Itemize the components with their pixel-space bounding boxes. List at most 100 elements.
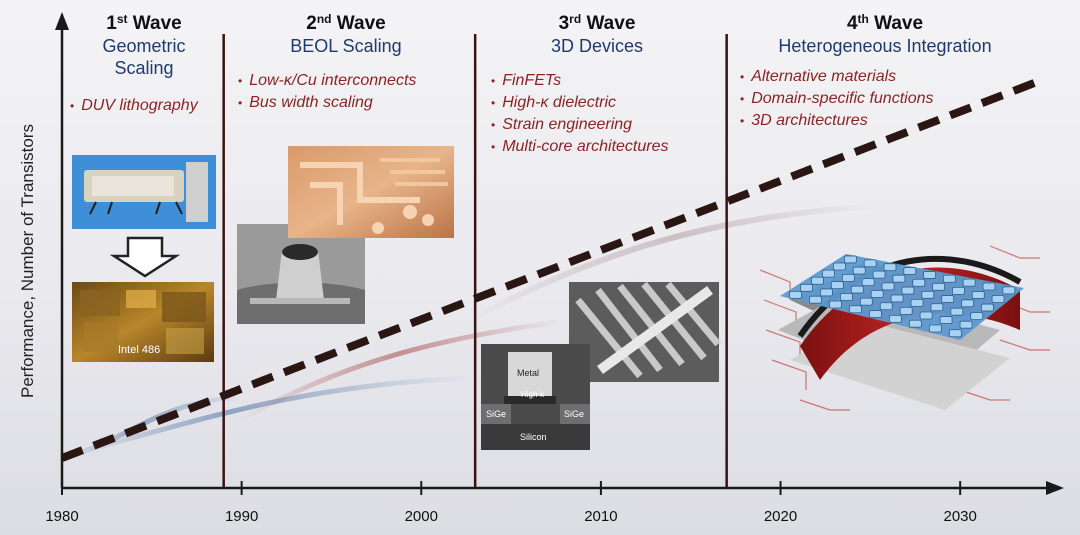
down-arrow-icon (109, 236, 181, 278)
trend-dashed-line (60, 76, 1044, 462)
chiplet-bump (822, 269, 835, 278)
wave-1-header: 1st Wave Geometric Scaling (66, 8, 222, 79)
chiplet-bump (888, 314, 902, 323)
wave-4-header: 4th Wave Heterogeneous Integration (730, 8, 1040, 57)
high-k-label: High-k (521, 390, 545, 399)
chiplet-bump (991, 295, 1005, 303)
chiplet-bump (930, 303, 944, 312)
chiplet-bump (800, 283, 813, 292)
wave-4-bullet: Domain-specific functions (740, 88, 933, 110)
chiplet-bump (921, 290, 935, 299)
chiplet-bump (932, 282, 945, 291)
chiplet-bump (849, 305, 862, 314)
chiplet-bump (950, 307, 964, 316)
x-tick-label-1990: 1990 (224, 508, 259, 525)
wave-3-bullets: FinFETs High-κ dielectric Strain enginee… (491, 70, 668, 158)
wave-2-subtitle: BEOL Scaling (290, 36, 402, 56)
chiplet-bump (982, 282, 996, 291)
chiplet-bump (789, 290, 802, 299)
y-axis-label: Performance, Number of Transistors (18, 124, 37, 398)
chiplet-bump (962, 278, 976, 287)
chiplet-bump (970, 312, 984, 321)
chiplet-bump (959, 320, 973, 329)
high-k-gate-photo (481, 344, 590, 450)
chiplet-bump (861, 278, 875, 287)
wave-4-subtitle: Heterogeneous Integration (778, 36, 992, 56)
wave-2-bullet: Bus width scaling (238, 92, 416, 114)
chiplet-bump (881, 282, 895, 291)
chiplet-bump (879, 302, 893, 311)
chiplet-bump (961, 299, 974, 308)
chiplet-bump (850, 285, 864, 294)
heterogeneous-package-illustration (759, 245, 1050, 411)
x-tick-label-1980: 1980 (45, 508, 79, 525)
x-tick-label-2000: 2000 (404, 508, 438, 525)
x-tick-label-2020: 2020 (763, 508, 798, 525)
wave-4-title: 4th Wave (846, 12, 924, 34)
chiplet-bump (839, 293, 853, 301)
chiplet-bump (1002, 286, 1016, 295)
wave-1-subtitle-line2: Scaling (114, 58, 174, 78)
chiplet-bump (852, 266, 866, 275)
wave-4-bullets: Alternative materials Domain-specific fu… (740, 66, 934, 132)
wave-3-subtitle: 3D Devices (550, 36, 644, 56)
wave-4-bullet: Alternative materials (740, 66, 934, 88)
chiplet-bump (919, 311, 933, 320)
wave-4-bullet: 3D architectures (740, 110, 934, 132)
wave2-s-curve (69, 375, 471, 458)
chiplet-bump (912, 278, 926, 287)
chiplet-bump (948, 329, 962, 338)
chiplet-bump (942, 274, 956, 283)
wave4-s-curve (468, 203, 881, 323)
wave-3-header: 3rd Wave 3D Devices (470, 8, 724, 57)
wave-2-bullets: Low-κ/Cu interconnects Bus width scaling (238, 70, 416, 114)
wave-1-bullets: DUV lithography (70, 95, 198, 117)
chiplet-bump (869, 310, 882, 318)
chiplet-bump (923, 271, 936, 279)
wave-3-bullet: FinFETs (491, 70, 668, 92)
chiplet-bump (899, 306, 913, 315)
chiplet-bump (809, 295, 822, 304)
chiplet-bump (843, 255, 857, 264)
chiplet-bump (811, 276, 824, 285)
chiplet-bump (870, 290, 884, 298)
chiplet-bump (971, 291, 985, 299)
silicon-label: Silicon (520, 432, 547, 442)
copper-interconnect-photo (288, 146, 454, 238)
wave-1-title: 1st Wave (106, 12, 182, 34)
chiplet-bump (883, 263, 897, 272)
wave-3-title: 3rd Wave (558, 12, 636, 34)
chiplet-bump (952, 286, 965, 295)
wave-3-bullet: Multi-core architectures (491, 136, 668, 158)
chiplet-bump (841, 273, 855, 282)
chiplet-bump (901, 286, 915, 295)
tem-cross-section-photo (237, 224, 365, 324)
chiplet-bump (903, 267, 917, 275)
metal-label: Metal (517, 368, 540, 378)
wave3-s-curve (238, 319, 561, 423)
chiplet-bump (829, 300, 842, 309)
wave-2-bullet: Low-κ/Cu interconnects (238, 70, 416, 92)
wave-2-title: 2nd Wave (306, 12, 386, 34)
x-tick-label-2030: 2030 (943, 508, 977, 525)
chiplet-bump (941, 295, 955, 303)
chiplet-bump (910, 298, 924, 307)
chiplet-bump (892, 274, 906, 283)
wave-1-bullet: DUV lithography (70, 95, 198, 117)
wave-3-bullet: Strain engineering (491, 114, 668, 136)
chiplet-bump (890, 294, 904, 303)
wave-2-header: 2nd Wave BEOL Scaling (226, 8, 466, 57)
chiplet-bump (908, 319, 922, 328)
chiplet-bump (833, 262, 846, 271)
chiplet-bump (872, 270, 886, 279)
chiplet-bump (830, 281, 844, 290)
x-axis-arrow (1046, 481, 1064, 495)
chiplet-bump (939, 316, 953, 324)
chiplet-bump (859, 297, 873, 306)
wave-1-subtitle-line1: Geometric (102, 36, 186, 56)
chiplet-bump (820, 288, 833, 297)
chiplet-bump (928, 324, 942, 333)
sige-right-label: SiGe (564, 409, 585, 419)
intel-486-die-photo (72, 282, 214, 362)
